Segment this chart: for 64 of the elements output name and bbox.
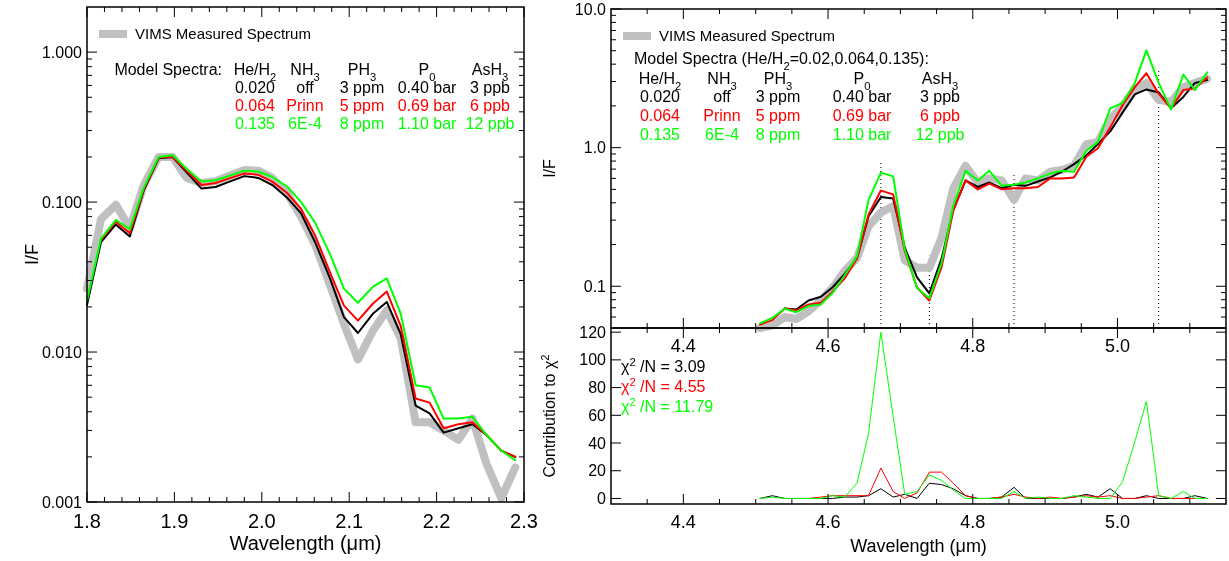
- annotation: 6E-4: [705, 126, 739, 143]
- annotation: χ$^{2}$ /N = 3.09: [621, 356, 706, 375]
- y-tick-label: 0.100: [41, 193, 83, 211]
- annotation: 0.064: [234, 97, 276, 114]
- annotation: χ$^{2}$ /N = 11.79: [621, 396, 714, 415]
- annotation: 0.69 bar: [397, 97, 458, 114]
- y-tick-label: 0: [597, 490, 607, 508]
- y-tick-label: 80: [588, 379, 607, 397]
- y-tick-label: 40: [588, 434, 607, 452]
- annotation: Prinn: [703, 107, 741, 124]
- x-tick-label: 2.0: [247, 510, 276, 532]
- annotation: 8 ppm: [755, 126, 801, 143]
- x-tick-label: 1.8: [73, 510, 101, 532]
- annotation: 0.69 bar: [832, 107, 893, 124]
- y-axis-title: I/F: [22, 244, 42, 265]
- y-tick-label: 0.1: [583, 277, 607, 295]
- x-tick-label: 5.0: [1104, 512, 1130, 532]
- annotation: 1.10 bar: [397, 115, 458, 132]
- y-tick-label: 20: [588, 462, 607, 480]
- x-tick-label: 4.8: [960, 336, 986, 356]
- x-tick-label: 1.9: [160, 510, 189, 532]
- x-tick-label: 5.0: [1104, 336, 1130, 356]
- x-tick-label: 4.6: [815, 336, 841, 356]
- annotation: PH$_{3}$: [763, 70, 793, 92]
- y-tick-label: 0.001: [41, 493, 83, 511]
- annotation: Prinn: [286, 97, 324, 114]
- annotation: 5 ppm: [755, 107, 801, 124]
- annotation: 8 ppm: [339, 115, 385, 132]
- x-tick-label: 2.3: [510, 510, 538, 532]
- annotation: 6E-4: [288, 115, 322, 132]
- x-tick-label: 4.4: [670, 336, 696, 356]
- x-axis-title: Wavelength (μm): [229, 532, 382, 554]
- x-axis-title: Wavelength (μm): [850, 536, 987, 556]
- y-tick-label: 10.0: [574, 0, 607, 18]
- legend-label: VIMS Measured Spectrum: [659, 27, 835, 44]
- x-tick-label: 4.8: [960, 512, 986, 532]
- line-series: [759, 331, 1208, 499]
- x-tick-label: 4.6: [815, 512, 841, 532]
- annotation: 0.020: [234, 79, 276, 96]
- y-tick-label: 1.0: [583, 139, 607, 157]
- y-axis-title: I/F: [541, 158, 558, 178]
- annotation: Model Spectra (He/H$_{2}$=0.02,0.064,0.135):: [634, 50, 929, 72]
- annotation: 0.135: [234, 115, 276, 132]
- annotation: Model Spectra:: [114, 61, 222, 78]
- annotation: 0.135: [639, 126, 681, 143]
- x-tick-label: 2.1: [335, 510, 364, 532]
- annotation: 6 ppb: [919, 107, 961, 124]
- annotation: 0.064: [639, 107, 681, 124]
- y-tick-label: 1.000: [41, 43, 83, 61]
- y-tick-label: 120: [579, 323, 607, 341]
- y-tick-label: 0.010: [41, 343, 83, 361]
- annotation: 6 ppb: [469, 97, 511, 114]
- annotation: 5 ppm: [339, 97, 385, 114]
- annotation: 1.10 bar: [832, 126, 893, 143]
- annotation: PH$_{3}$: [347, 61, 377, 83]
- y-tick-label: 60: [588, 406, 607, 424]
- x-tick-label: 4.4: [670, 512, 696, 532]
- legend-label: VIMS Measured Spectrum: [135, 25, 311, 42]
- y-tick-label: 100: [579, 351, 607, 369]
- annotation: 12 ppb: [915, 126, 965, 143]
- x-tick-label: 2.2: [422, 510, 451, 532]
- annotation: 12 ppb: [465, 115, 515, 132]
- annotation: 0.020: [639, 88, 681, 105]
- annotation: χ$^{2}$ /N = 4.55: [621, 376, 706, 395]
